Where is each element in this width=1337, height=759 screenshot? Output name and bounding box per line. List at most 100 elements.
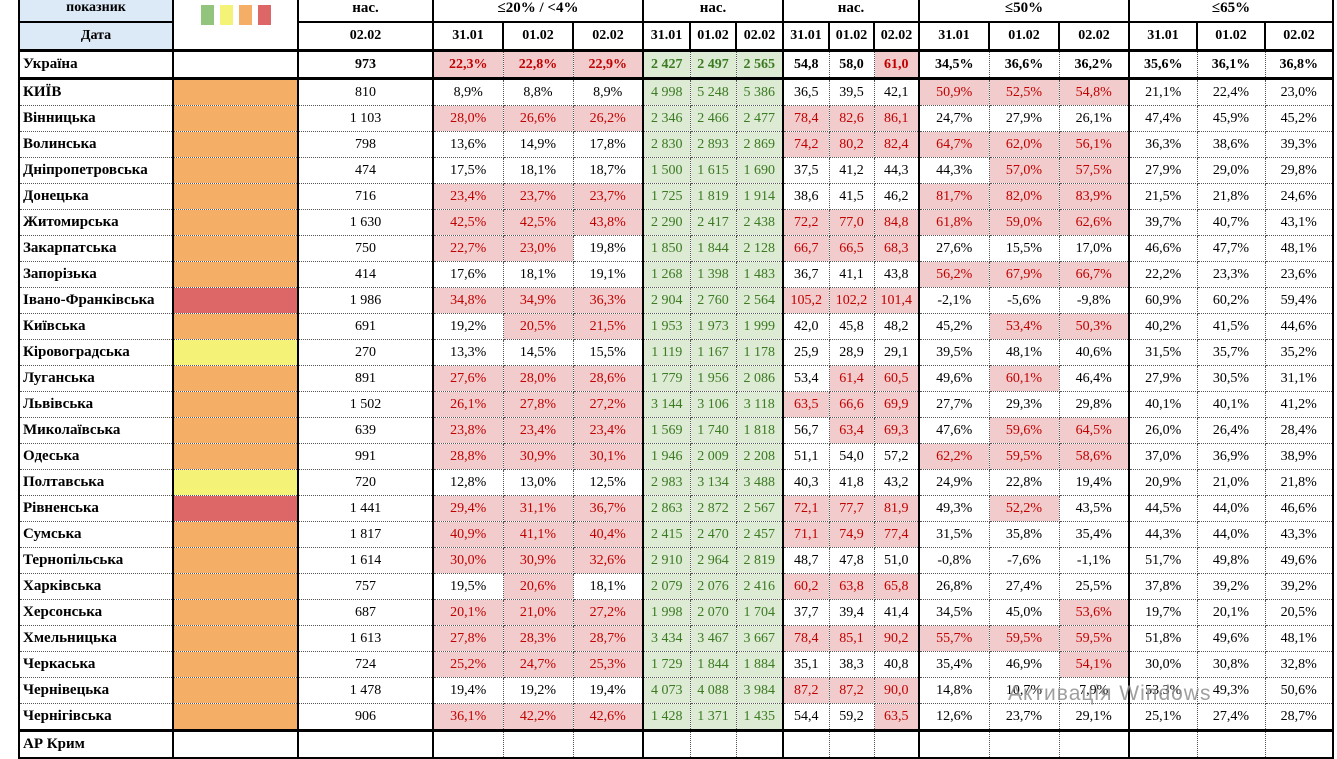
value-cell[interactable]: 25,3% [572, 651, 644, 678]
value-cell[interactable]: 56,2% [918, 261, 990, 288]
value-cell[interactable]: 26,1% [432, 391, 504, 418]
value-cell[interactable]: 2 830 [642, 131, 691, 158]
value-cell[interactable]: 101,4 [873, 287, 920, 314]
value-cell[interactable]: 5 386 [735, 78, 784, 106]
value-cell[interactable]: 42,5% [432, 209, 504, 236]
region-name-cell[interactable]: Кіровоградська [18, 339, 174, 366]
value-cell[interactable]: 52,5% [988, 78, 1060, 106]
group-header[interactable]: ≤20% / <4% [432, 0, 644, 23]
value-cell[interactable]: 28,0% [432, 105, 504, 132]
value-cell[interactable]: 1 844 [689, 235, 737, 262]
date-header[interactable]: 01.02 [502, 21, 574, 52]
value-cell[interactable]: 2 564 [735, 287, 784, 314]
value-cell[interactable]: 51,0 [873, 547, 920, 574]
value-cell[interactable]: 44,0% [1196, 495, 1266, 522]
region-color-cell[interactable] [172, 287, 299, 314]
value-cell[interactable]: 8,9% [432, 78, 504, 106]
value-cell[interactable]: 2 070 [689, 599, 737, 626]
value-cell[interactable]: 34,8% [432, 287, 504, 314]
value-cell[interactable]: 2 086 [735, 365, 784, 392]
value-cell[interactable]: 1 999 [735, 313, 784, 340]
value-cell[interactable]: 25,9 [782, 339, 830, 366]
value-cell[interactable]: 51,8% [1128, 625, 1198, 652]
value-cell[interactable] [988, 729, 1060, 759]
value-cell[interactable]: 45,0% [988, 599, 1060, 626]
value-cell[interactable] [782, 729, 830, 759]
value-cell[interactable]: 27,9% [1128, 157, 1198, 184]
value-cell[interactable]: 48,7 [782, 547, 830, 574]
value-cell[interactable]: 23,0% [1264, 78, 1334, 106]
value-cell[interactable]: 1 435 [735, 703, 784, 731]
value-cell[interactable]: 31,5% [1128, 339, 1198, 366]
value-cell[interactable]: 20,1% [432, 599, 504, 626]
value-cell[interactable]: 3 467 [689, 625, 737, 652]
value-cell[interactable]: 2 863 [642, 495, 691, 522]
region-name-cell[interactable]: Запорізька [18, 261, 174, 288]
value-cell[interactable]: 1 478 [297, 677, 434, 704]
value-cell[interactable]: 22,2% [1128, 261, 1198, 288]
region-name-cell[interactable]: Дніпропетровська [18, 157, 174, 184]
value-cell[interactable]: 14,5% [502, 339, 574, 366]
value-cell[interactable]: 28,9 [828, 339, 875, 366]
value-cell[interactable]: 72,1 [782, 495, 830, 522]
value-cell[interactable] [502, 729, 574, 759]
region-name-cell[interactable]: Миколаївська [18, 417, 174, 444]
value-cell[interactable]: 74,2 [782, 131, 830, 158]
value-cell[interactable]: 23,3% [1196, 261, 1266, 288]
value-cell[interactable]: 36,3% [572, 287, 644, 314]
value-cell[interactable]: 750 [297, 235, 434, 262]
value-cell[interactable]: 22,3% [432, 49, 504, 80]
value-cell[interactable]: 54,1% [1058, 651, 1130, 678]
value-cell[interactable]: 24,7% [918, 105, 990, 132]
date-header[interactable]: 02.02 [572, 21, 644, 52]
value-cell[interactable]: 60,9% [1128, 287, 1198, 314]
value-cell[interactable]: 44,0% [1196, 521, 1266, 548]
value-cell[interactable]: 29,0% [1196, 157, 1266, 184]
value-cell[interactable]: 31,5% [918, 521, 990, 548]
value-cell[interactable]: 12,6% [918, 703, 990, 731]
value-cell[interactable]: 19,1% [572, 261, 644, 288]
value-cell[interactable]: 39,5% [918, 339, 990, 366]
value-cell[interactable]: 14,9% [502, 131, 574, 158]
value-cell[interactable]: 716 [297, 183, 434, 210]
value-cell[interactable]: 2 910 [642, 547, 691, 574]
value-cell[interactable]: 30,0% [1128, 651, 1198, 678]
value-cell[interactable]: 53,6% [1058, 599, 1130, 626]
value-cell[interactable]: 1 178 [735, 339, 784, 366]
value-cell[interactable]: 64,5% [1058, 417, 1130, 444]
value-cell[interactable]: 3 667 [735, 625, 784, 652]
value-cell[interactable]: 29,1 [873, 339, 920, 366]
value-cell[interactable]: 1 483 [735, 261, 784, 288]
value-cell[interactable]: 32,6% [572, 547, 644, 574]
region-name-cell[interactable]: Житомирська [18, 209, 174, 236]
value-cell[interactable]: 40,9% [432, 521, 504, 548]
value-cell[interactable]: 12,5% [572, 469, 644, 496]
value-cell[interactable]: 66,7% [1058, 261, 1130, 288]
value-cell[interactable]: 54,4 [782, 703, 830, 731]
value-cell[interactable]: 2 964 [689, 547, 737, 574]
date-header[interactable]: 31.01 [432, 21, 504, 52]
value-cell[interactable]: 24,6% [1264, 183, 1334, 210]
value-cell[interactable]: 41,4 [873, 599, 920, 626]
value-cell[interactable]: 39,2% [1264, 573, 1334, 600]
value-cell[interactable]: 34,5% [918, 49, 990, 80]
value-cell[interactable]: 3 144 [642, 391, 691, 418]
value-cell[interactable]: 36,8% [1264, 49, 1334, 80]
value-cell[interactable]: 13,3% [432, 339, 504, 366]
value-cell[interactable]: 19,8% [572, 235, 644, 262]
value-cell[interactable]: 18,7% [572, 157, 644, 184]
value-cell[interactable]: 21,0% [502, 599, 574, 626]
value-cell[interactable]: 43,8 [873, 261, 920, 288]
date-header[interactable]: 31.01 [918, 21, 990, 52]
value-cell[interactable]: 1 779 [642, 365, 691, 392]
value-cell[interactable]: 105,2 [782, 287, 830, 314]
value-cell[interactable] [1058, 729, 1130, 759]
region-name-cell[interactable]: КИЇВ [18, 78, 174, 106]
value-cell[interactable]: 53,3% [1128, 677, 1198, 704]
value-cell[interactable]: 60,2 [782, 573, 830, 600]
value-cell[interactable]: 63,8 [828, 573, 875, 600]
value-cell[interactable]: -2,1% [918, 287, 990, 314]
value-cell[interactable]: 87,2 [782, 677, 830, 704]
value-cell[interactable]: 74,9 [828, 521, 875, 548]
value-cell[interactable]: 44,5% [1128, 495, 1198, 522]
